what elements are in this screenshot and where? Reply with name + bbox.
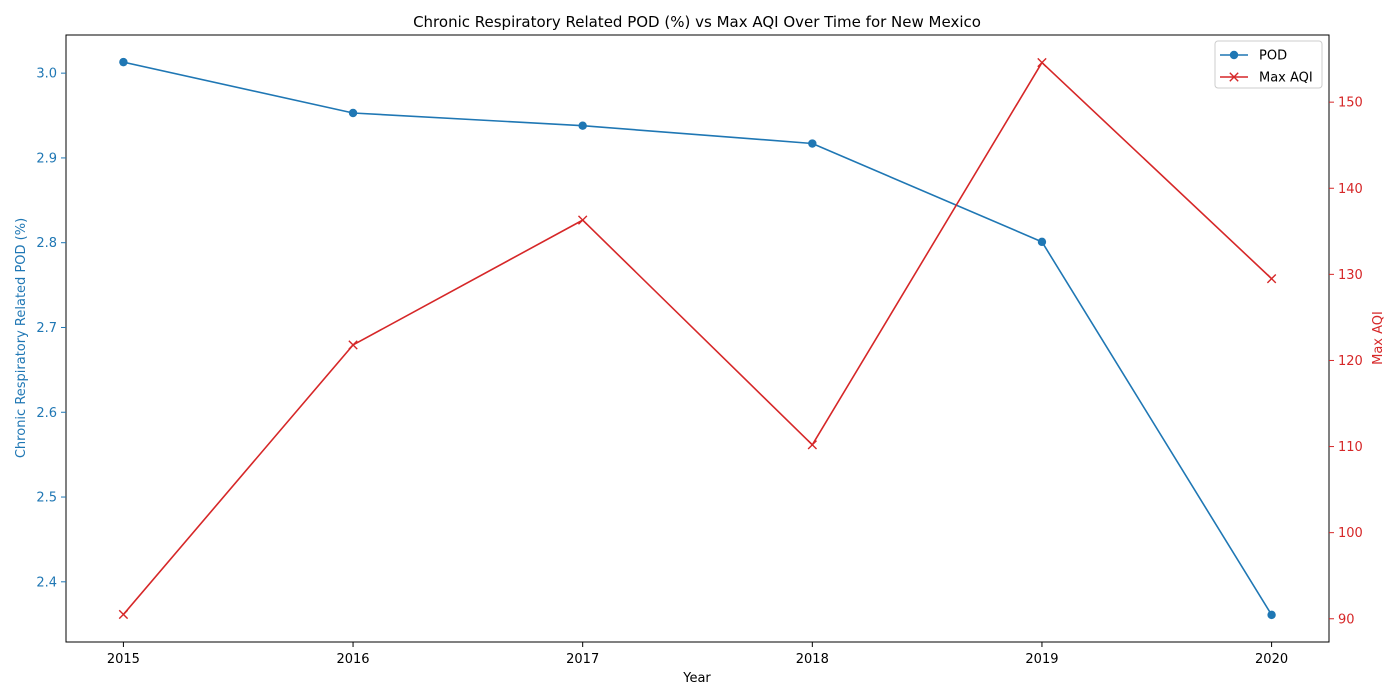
- plot-frame: [65, 34, 1330, 643]
- x-tick-label: 2017: [566, 652, 599, 667]
- x-axis-title: Year: [682, 671, 711, 686]
- data-point-max-aqi: [1037, 57, 1047, 68]
- series-line-max-aqi: [122, 61, 1273, 615]
- legend-marker: [1229, 50, 1239, 60]
- y-axis-right: 90 100 110 120 130 140 150: [1329, 96, 1363, 627]
- x-tick-label: 2019: [1025, 652, 1058, 667]
- y-left-tick-label: 2.6: [36, 406, 57, 421]
- y-right-tick-label: 140: [1338, 182, 1363, 197]
- y-axis-right-title: Max AQI: [1371, 311, 1386, 365]
- y-right-tick-label: 150: [1338, 96, 1363, 111]
- data-point-max-aqi: [577, 215, 588, 225]
- y-left-tick-label: 2.9: [36, 151, 57, 166]
- series-layer: [118, 57, 1277, 620]
- y-right-tick-label: 130: [1338, 268, 1363, 283]
- data-point-pod: [578, 121, 587, 130]
- y-left-tick-label: 2.7: [36, 321, 57, 336]
- data-point-max-aqi: [348, 340, 358, 350]
- y-right-tick-label: 120: [1338, 354, 1363, 369]
- y-axis-left-title: Chronic Respiratory Related POD (%): [14, 218, 29, 458]
- y-axis-left: 2.4 2.5 2.6 2.7 2.8 2.9 3.0: [36, 67, 66, 590]
- data-point-max-aqi: [118, 609, 129, 620]
- x-tick-label: 2016: [336, 652, 369, 667]
- legend-label: Max AQI: [1259, 71, 1313, 86]
- data-point-pod: [1037, 237, 1047, 247]
- y-left-tick-label: 2.5: [36, 491, 57, 506]
- data-point-pod: [808, 139, 817, 148]
- x-tick-label: 2015: [107, 652, 140, 667]
- chart-title: Chronic Respiratory Related POD (%) vs M…: [413, 13, 981, 31]
- x-tick-label: 2018: [796, 652, 829, 667]
- legend-label: POD: [1259, 49, 1287, 64]
- y-right-tick-label: 100: [1338, 526, 1363, 541]
- data-point-max-aqi: [807, 440, 818, 450]
- y-right-tick-label: 110: [1338, 440, 1363, 455]
- series-line-pod: [123, 61, 1273, 616]
- x-axis: 2015 2016 2017 2018 2019 2020: [107, 642, 1288, 667]
- y-left-tick-label: 3.0: [36, 67, 57, 82]
- legend-marker: [1229, 72, 1239, 82]
- legend: POD Max AQI: [1214, 40, 1323, 89]
- y-left-tick-label: 2.8: [36, 236, 57, 251]
- y-right-tick-label: 90: [1338, 612, 1355, 627]
- data-point-pod: [348, 108, 358, 118]
- data-point-pod: [119, 57, 128, 67]
- y-left-tick-label: 2.4: [36, 575, 57, 590]
- data-point-pod: [1267, 610, 1276, 620]
- data-point-max-aqi: [1266, 273, 1277, 284]
- x-tick-label: 2020: [1255, 652, 1288, 667]
